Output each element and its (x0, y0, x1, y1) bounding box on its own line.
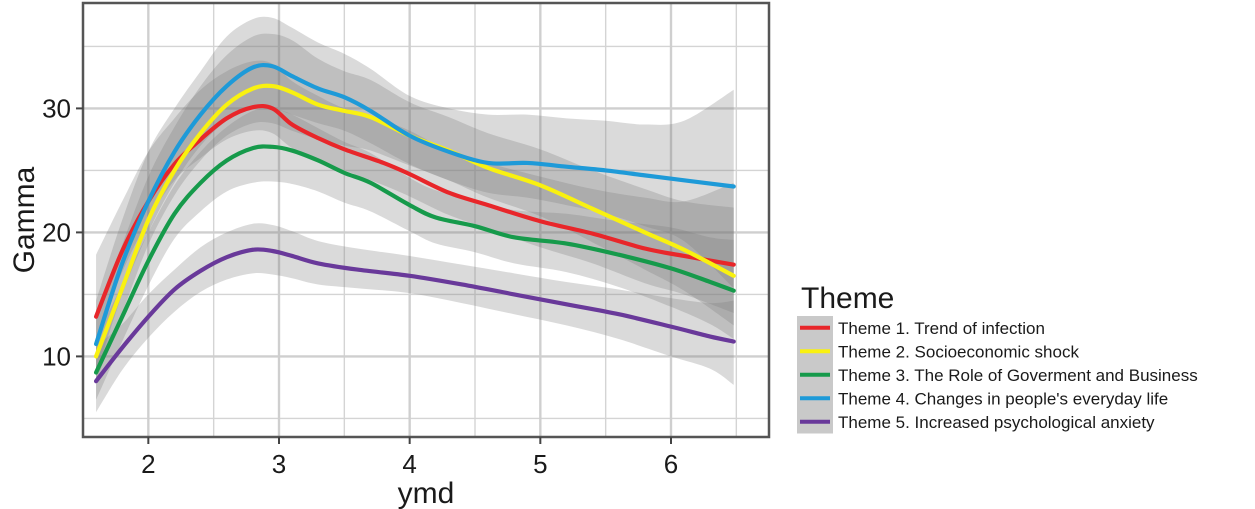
series-line-theme-1 (93, 103, 736, 319)
series-line-theme-3 (93, 144, 736, 375)
confidence-band-theme-5 (96, 223, 734, 413)
legend-title: Theme (801, 282, 894, 315)
axes: 2 3 4 5 6 10 20 30 ymd Gamma (8, 1, 771, 509)
y-tick-label: 20 (42, 217, 71, 247)
panel-background (83, 3, 769, 437)
legend-label: Theme 1. Trend of infection (838, 319, 1045, 338)
legend-label: Theme 5. Increased psychological anxiety (838, 413, 1155, 432)
confidence-band-theme-2 (96, 33, 734, 382)
y-axis-title: Gamma (8, 166, 41, 273)
series-line-theme-2 (93, 83, 736, 359)
legend-label: Theme 2. Socioeconomic shock (838, 342, 1079, 361)
confidence-band-theme-3 (96, 108, 734, 400)
x-tick-label: 3 (272, 449, 286, 479)
legend-label: Theme 3. The Role of Goverment and Busin… (838, 366, 1198, 385)
plot-area (83, 3, 769, 437)
x-tick-label: 6 (664, 449, 678, 479)
series-line-theme-5 (93, 247, 736, 384)
legend-label: Theme 4. Changes in people's everyday li… (838, 389, 1168, 408)
confidence-band-theme-1 (96, 60, 734, 338)
y-tick-label: 10 (42, 341, 71, 371)
x-tick-label: 5 (533, 449, 547, 479)
legend: Theme Theme 1. Trend of infection Theme 2.… (797, 282, 1198, 434)
x-axis-title: ymd (398, 477, 455, 509)
x-tick-label: 4 (402, 449, 416, 479)
series-line-theme-4 (93, 62, 736, 347)
x-tick-label: 2 (141, 449, 155, 479)
y-tick-label: 30 (42, 93, 71, 123)
panel-border (81, 1, 771, 439)
